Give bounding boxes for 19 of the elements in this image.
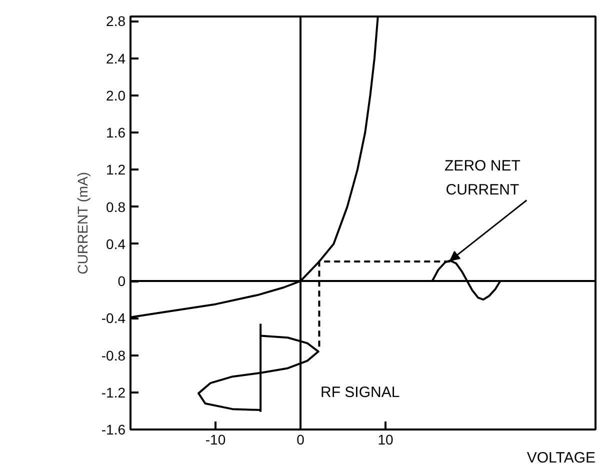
- y-tick-label: 1.2: [106, 162, 126, 178]
- y-tick-label: 0.4: [106, 236, 126, 252]
- x-axis-title: VOLTAGE: [526, 450, 596, 466]
- y-tick-label: -1.2: [101, 384, 126, 400]
- y-tick-label: 2.4: [106, 50, 126, 66]
- y-tick-label: 0: [118, 273, 126, 290]
- y-tick-label: -0.8: [101, 347, 126, 364]
- y-tick-label: -1.6: [101, 422, 126, 438]
- x-tick-label: -10: [205, 432, 226, 448]
- x-tick-label: 10: [378, 432, 394, 448]
- y-tick-label: -0.4: [101, 310, 126, 326]
- y-tick-label: 2.8: [106, 13, 126, 30]
- annotation: ZERO NET CURRENT: [444, 157, 520, 199]
- y-tick-label: 1.6: [106, 124, 126, 141]
- x-tick-label: 0: [296, 432, 305, 448]
- y-tick-label: 2.0: [106, 87, 126, 104]
- annotation: RF SIGNAL: [320, 384, 400, 401]
- y-axis-title: CURRENT (mA): [74, 172, 90, 274]
- y-tick-label: 0.8: [106, 198, 126, 215]
